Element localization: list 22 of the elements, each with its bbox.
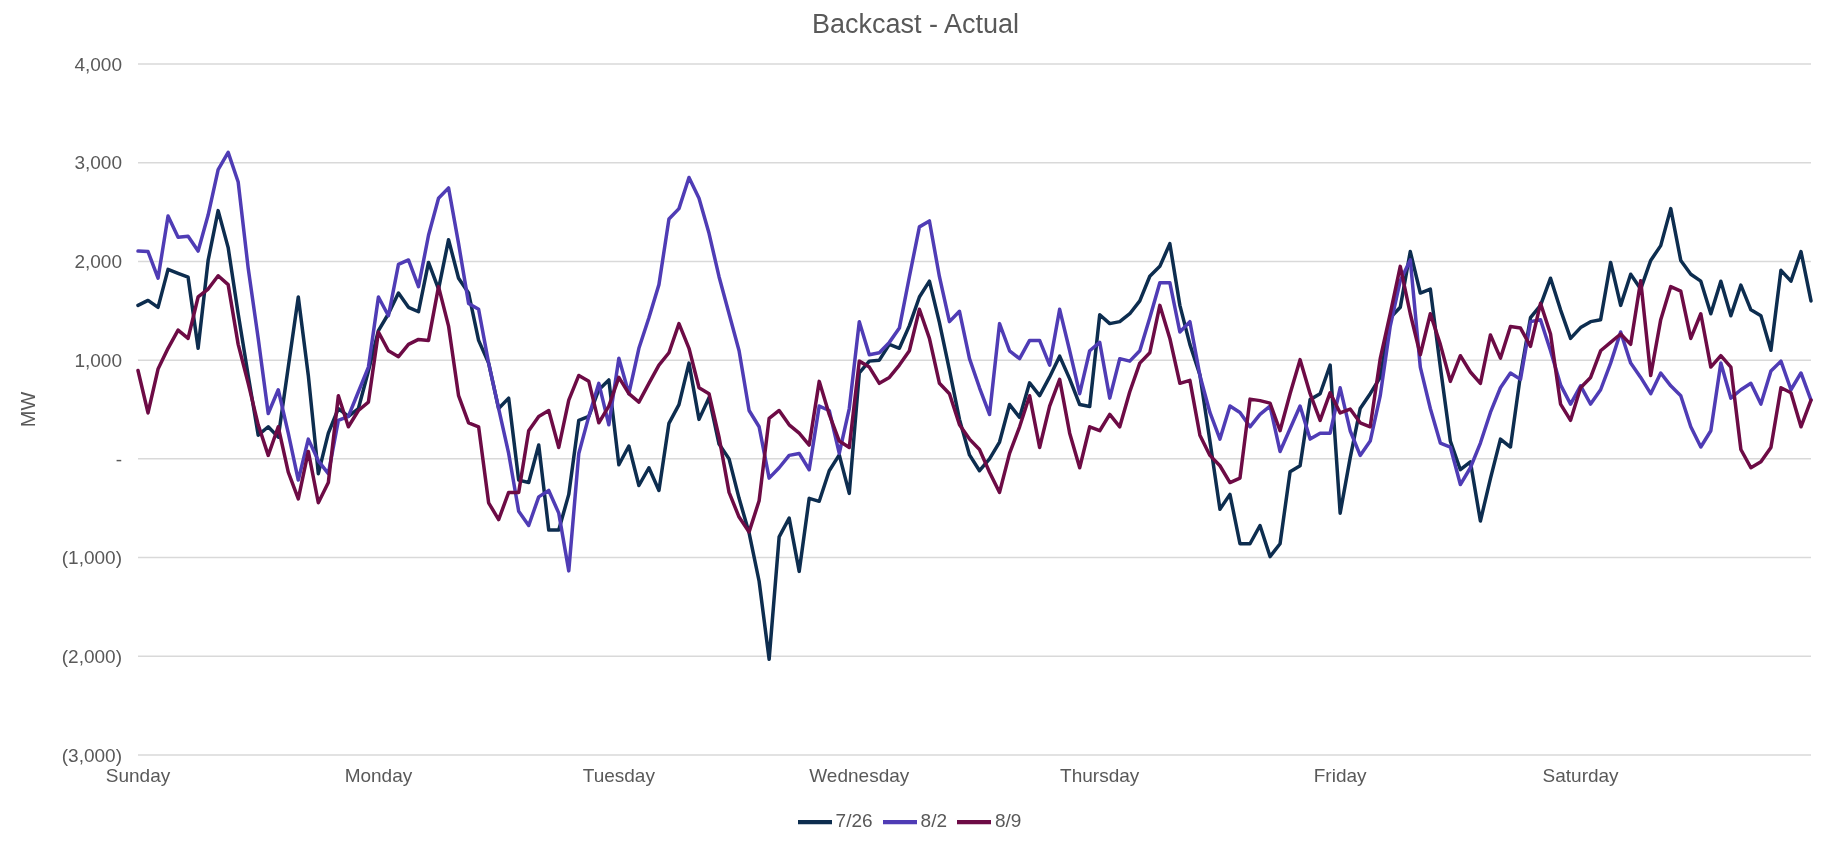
legend-label: 8/2 bbox=[920, 810, 947, 832]
x-tick-label: Monday bbox=[344, 765, 413, 787]
x-tick-label: Thursday bbox=[1060, 765, 1140, 787]
y-tick-label: 4,000 bbox=[74, 53, 122, 75]
x-tick-label: Wednesday bbox=[809, 765, 910, 787]
y-tick-label: (3,000) bbox=[61, 744, 122, 766]
legend-label: 7/26 bbox=[835, 810, 873, 832]
y-axis-title: MW bbox=[17, 391, 40, 428]
line-series bbox=[136, 150, 1813, 573]
y-tick-label: 2,000 bbox=[74, 251, 122, 273]
y-tick-label: - bbox=[115, 448, 122, 470]
y-tick-label: 3,000 bbox=[74, 152, 122, 174]
chart-title: Backcast - Actual bbox=[810, 8, 1021, 41]
y-tick-label: (2,000) bbox=[61, 646, 122, 668]
x-tick-label: Friday bbox=[1313, 765, 1368, 787]
y-tick-label: 1,000 bbox=[74, 349, 122, 371]
y-tick-label: (1,000) bbox=[61, 547, 122, 569]
x-tick-label: Saturday bbox=[1542, 765, 1620, 787]
legend-label: 8/9 bbox=[994, 810, 1022, 832]
line-series bbox=[136, 264, 1813, 534]
x-tick-label: Sunday bbox=[105, 765, 171, 787]
x-tick-label: Tuesday bbox=[582, 765, 656, 787]
